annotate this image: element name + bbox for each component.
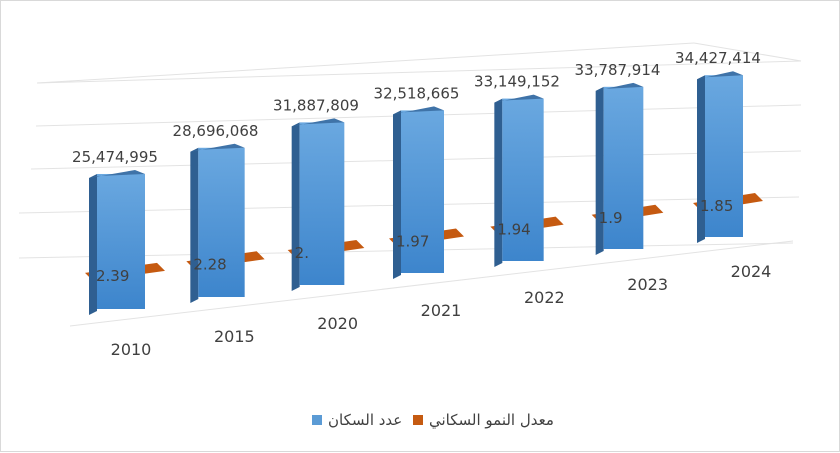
x-tick-label: 2020 [317,314,358,333]
bar-side [291,122,300,291]
growth-rate-value-label: 2. [295,244,309,262]
population-value-label: 33,787,914 [575,61,661,79]
bar-top [89,169,145,178]
growth-rate-value-label: 2.28 [193,255,226,273]
bar-population [97,173,145,309]
x-tick-label: 2010 [111,340,152,359]
growth-rate-value-label: 1.85 [700,197,733,215]
population-value-label: 31,887,809 [273,96,359,114]
bar-side [595,86,604,255]
growth-rate-value-label: 1.94 [497,221,530,239]
legend: عدد السكان معدل النمو السكاني [312,411,554,430]
x-tick-label: 2022 [524,288,565,307]
bar-top [291,118,345,127]
growth-rate-value-label: 2.39 [96,267,129,285]
bar-side [697,75,705,243]
gridline [69,240,794,327]
x-tick-label: 2024 [731,262,772,281]
bar-side [190,147,199,303]
gridline [36,60,802,84]
bar-side [393,110,401,279]
population-value-label: 33,149,152 [474,73,560,91]
bar-top [595,82,644,91]
bar-population [198,147,245,297]
population-series [89,71,743,315]
legend-swatch-growth-rate [413,415,423,425]
bar-population [603,86,644,249]
bar-population [502,98,544,261]
x-tick-label: 2015 [214,327,255,346]
bar-top [697,71,743,80]
population-value-label: 32,518,665 [374,84,460,102]
bar-top [494,94,544,103]
data-labels: 25,474,995 28,696,068 31,887,809 32,518,665… [72,49,761,285]
bar-side [89,173,97,315]
gridline [693,42,802,62]
bar-top [393,106,444,115]
legend-label-growth-rate: معدل النمو السكاني [429,411,554,430]
bar-top [190,143,245,152]
bar-population [401,110,444,273]
population-value-label: 28,696,068 [173,122,259,140]
x-tick-label: 2021 [421,301,462,320]
bar-side [494,98,503,267]
growth-rate-value-label: 1.97 [396,233,429,251]
gridline [36,42,695,84]
bar-population [705,75,743,237]
population-value-label: 34,427,414 [675,49,761,67]
legend-swatch-population [312,415,322,425]
x-tick-label: 2023 [627,275,668,294]
x-axis-ticks: 2010 2015 2020 2021 2022 2023 2024 [111,262,772,359]
legend-label-population: عدد السكان [328,411,402,429]
growth-rate-value-label: 1.9 [599,209,623,227]
bar-population [299,122,345,285]
population-value-label: 25,474,995 [72,148,158,166]
